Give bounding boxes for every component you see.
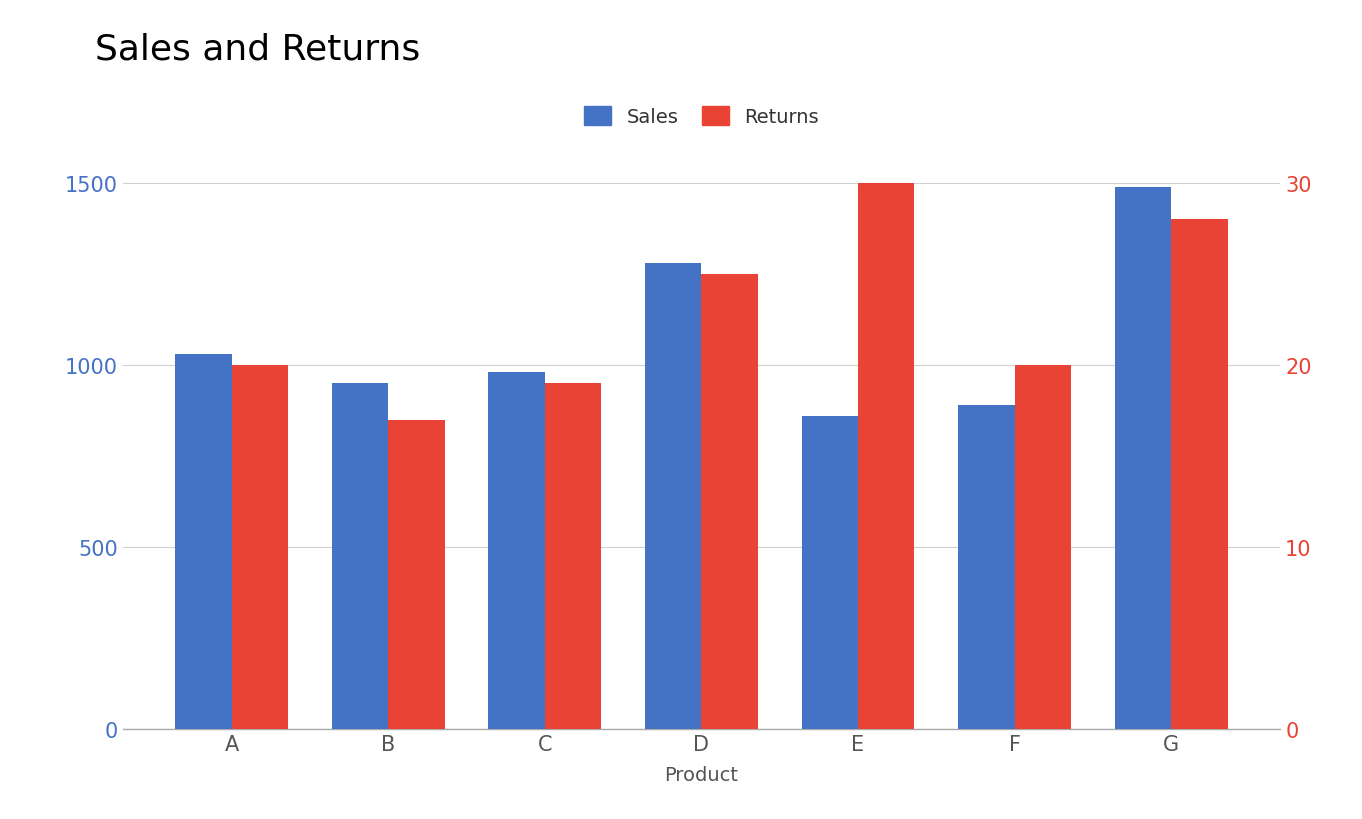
Bar [388,420,444,729]
Bar [701,274,757,729]
Bar [959,405,1015,729]
Bar [646,264,701,729]
Bar [332,383,388,729]
Bar [176,355,232,729]
X-axis label: Product: Product [665,765,738,784]
Bar [1115,188,1171,729]
Bar [802,416,858,729]
Bar [1015,365,1071,729]
Text: Sales and Returns: Sales and Returns [95,33,421,66]
Bar [545,383,601,729]
Legend: Sales, Returns: Sales, Returns [576,99,827,134]
Bar [1171,220,1227,729]
Bar [489,373,545,729]
Bar [858,183,914,729]
Bar [232,365,287,729]
